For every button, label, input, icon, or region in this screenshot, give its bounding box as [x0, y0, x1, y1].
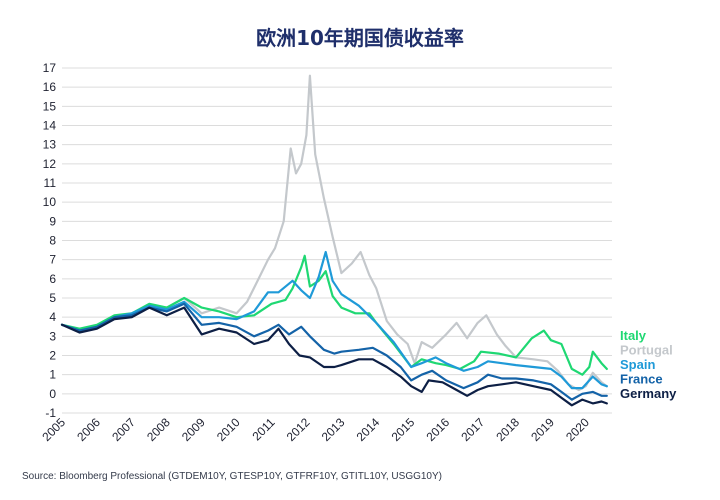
y-tick-label: 4 [49, 310, 56, 324]
x-tick-label: 2005 [39, 415, 68, 444]
y-tick-label: 3 [49, 329, 56, 343]
x-tick-label: 2020 [563, 415, 592, 444]
x-tick-label: 2010 [214, 415, 243, 444]
y-tick-label: 2 [49, 349, 56, 363]
gridlines [62, 67, 612, 414]
y-tick-label: -1 [45, 406, 56, 420]
series-line-portugal [60, 74, 608, 392]
series-line-france [60, 302, 608, 401]
series-line-germany [60, 306, 608, 407]
y-tick-label: 9 [49, 214, 56, 228]
legend-label-germany: Germany [620, 386, 677, 401]
x-tick-label: 2011 [249, 415, 277, 443]
x-tick-label: 2015 [389, 415, 418, 444]
chart-title: 欧洲10年期国债收益率 [256, 26, 464, 50]
y-tick-label: 1 [49, 368, 56, 382]
legend-label-portugal: Portugal [620, 343, 673, 358]
y-tick-label: 16 [43, 80, 57, 94]
x-tick-label: 2008 [144, 415, 173, 444]
series-line-italy [60, 254, 608, 376]
y-tick-label: 8 [49, 234, 56, 248]
y-tick-label: 11 [44, 176, 57, 190]
y-tick-label: 17 [43, 61, 57, 75]
legend-label-italy: Italy [620, 328, 647, 343]
y-tick-label: 15 [43, 99, 57, 113]
x-tick-label: 2013 [319, 415, 348, 444]
x-tick-label: 2019 [528, 415, 557, 444]
x-axis-ticks: 2005 2006 2007 2008 2009 2010 2011 2012 2013 2014… [39, 415, 592, 444]
series-line-spain [60, 250, 608, 390]
y-tick-label: 7 [49, 253, 56, 267]
y-tick-label: 10 [43, 195, 57, 209]
x-tick-label: 2012 [284, 415, 313, 444]
y-tick-label: 5 [49, 291, 56, 305]
x-tick-label: 2014 [354, 415, 383, 444]
y-tick-label: 0 [49, 387, 56, 401]
x-tick-label: 2017 [458, 415, 487, 444]
x-tick-label: 2007 [109, 415, 138, 444]
x-tick-label: 2009 [179, 415, 208, 444]
y-tick-label: 6 [49, 272, 56, 286]
x-tick-label: 2006 [74, 415, 103, 444]
series-lines [60, 74, 608, 407]
x-tick-label: 2016 [423, 415, 452, 444]
source-note: Source: Bloomberg Professional (GTDEM10Y… [22, 471, 442, 482]
legend-label-france: France [620, 372, 663, 387]
y-tick-label: 13 [43, 138, 57, 152]
y-tick-label: 14 [43, 119, 57, 133]
legend-label-spain: Spain [620, 357, 655, 372]
y-tick-label: 12 [43, 157, 57, 171]
x-tick-label: 2018 [493, 415, 522, 444]
